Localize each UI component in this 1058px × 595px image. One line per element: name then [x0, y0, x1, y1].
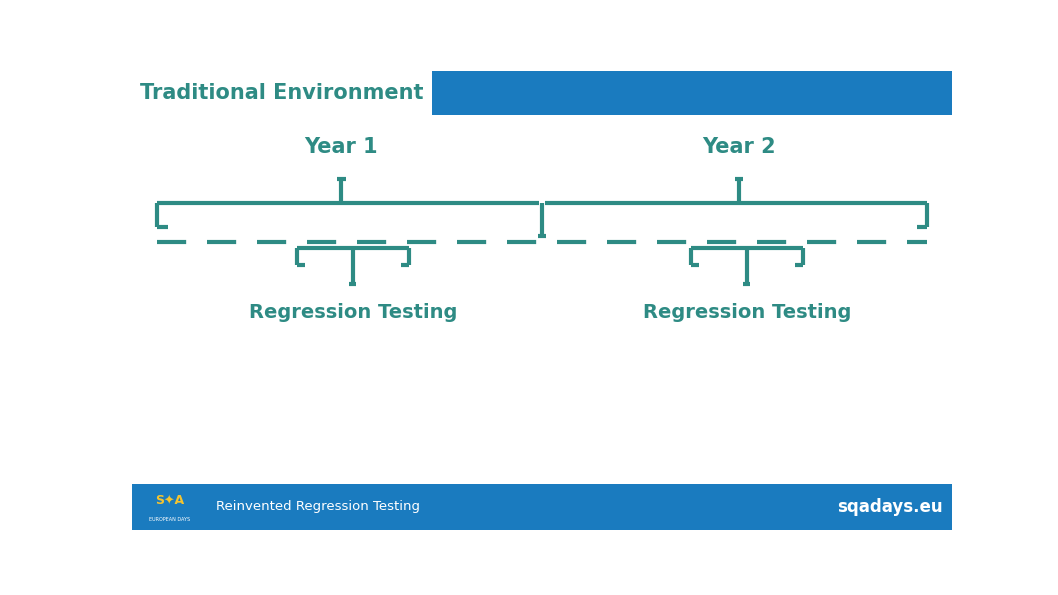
Text: EUROPEAN DAYS: EUROPEAN DAYS — [149, 517, 190, 522]
Text: Traditional Environment: Traditional Environment — [140, 83, 423, 103]
Text: Regression Testing: Regression Testing — [642, 303, 851, 322]
Text: Year 1: Year 1 — [305, 137, 378, 157]
Text: S✦A: S✦A — [154, 494, 184, 508]
Text: Year 2: Year 2 — [703, 137, 776, 157]
Text: Reinvented Regression Testing: Reinvented Regression Testing — [216, 500, 420, 513]
Bar — [132, 484, 952, 530]
Bar — [132, 71, 952, 115]
Text: sqadays.eu: sqadays.eu — [837, 497, 943, 516]
Bar — [132, 71, 432, 115]
Bar — [133, 486, 205, 527]
Text: Regression Testing: Regression Testing — [249, 303, 457, 322]
